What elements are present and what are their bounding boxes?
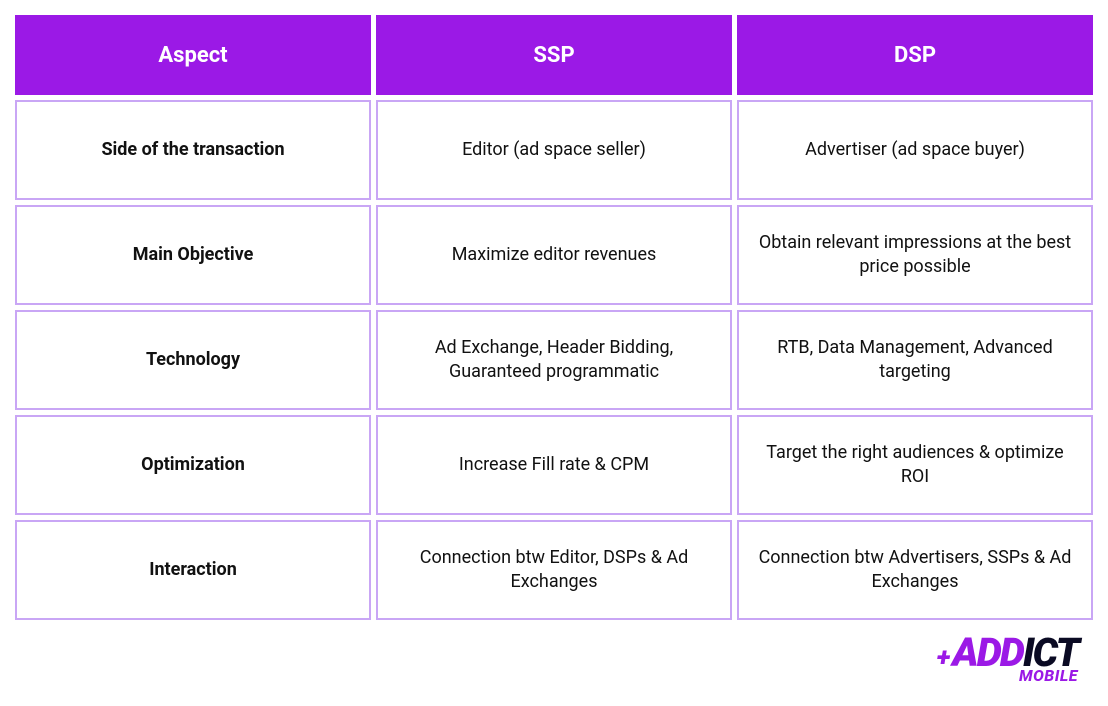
col-header-ssp: SSP — [376, 15, 732, 95]
cell-ssp: Maximize editor revenues — [376, 205, 732, 305]
table-row: Optimization Increase Fill rate & CPM Ta… — [15, 415, 1093, 515]
cell-dsp: Connection btw Advertisers, SSPs & Ad Ex… — [737, 520, 1093, 620]
cell-ssp: Editor (ad space seller) — [376, 100, 732, 200]
cell-aspect: Interaction — [15, 520, 371, 620]
table-header-row: Aspect SSP DSP — [15, 15, 1093, 95]
cell-dsp: Advertiser (ad space buyer) — [737, 100, 1093, 200]
col-header-aspect: Aspect — [15, 15, 371, 95]
logo-plus-icon: + — [937, 647, 950, 670]
table-row: Side of the transaction Editor (ad space… — [15, 100, 1093, 200]
cell-dsp: Target the right audiences & optimize RO… — [737, 415, 1093, 515]
cell-dsp: RTB, Data Management, Advanced targeting — [737, 310, 1093, 410]
cell-aspect: Side of the transaction — [15, 100, 371, 200]
brand-logo: + ADDICT MOBILE — [937, 635, 1078, 683]
cell-ssp: Increase Fill rate & CPM — [376, 415, 732, 515]
logo-subtext: MOBILE — [1019, 669, 1078, 683]
comparison-table: Aspect SSP DSP Side of the transaction E… — [10, 10, 1098, 625]
cell-aspect: Technology — [15, 310, 371, 410]
cell-dsp: Obtain relevant impressions at the best … — [737, 205, 1093, 305]
table-row: Interaction Connection btw Editor, DSPs … — [15, 520, 1093, 620]
cell-aspect: Optimization — [15, 415, 371, 515]
col-header-dsp: DSP — [737, 15, 1093, 95]
table-row: Technology Ad Exchange, Header Bidding, … — [15, 310, 1093, 410]
cell-ssp: Connection btw Editor, DSPs & Ad Exchang… — [376, 520, 732, 620]
cell-aspect: Main Objective — [15, 205, 371, 305]
logo-text-part1: ADD — [952, 635, 1023, 671]
table-row: Main Objective Maximize editor revenues … — [15, 205, 1093, 305]
cell-ssp: Ad Exchange, Header Bidding, Guaranteed … — [376, 310, 732, 410]
logo-row: + ADDICT MOBILE — [10, 625, 1098, 683]
